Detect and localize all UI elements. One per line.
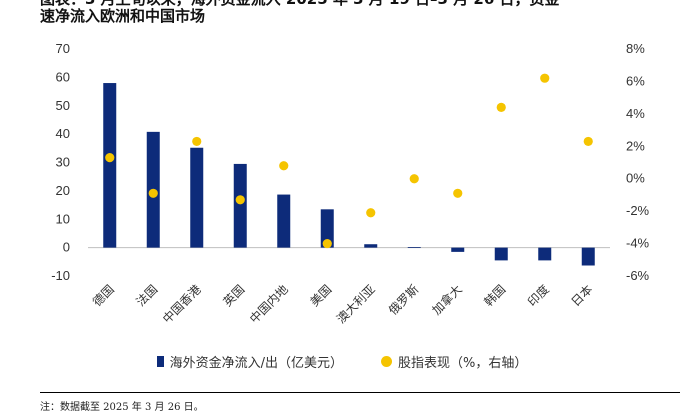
right-tick-label: -2%: [626, 203, 650, 218]
left-tick-label: 50: [56, 98, 70, 113]
category-label-4: 中国内地: [246, 282, 291, 327]
right-tick-label: 8%: [626, 41, 645, 56]
bar-10: [538, 247, 552, 261]
legend-dot-swatch: [381, 356, 393, 367]
category-label-10: 印度: [524, 282, 552, 310]
legend-dot-label: 股指表现（%，右轴）: [398, 356, 528, 371]
chart-title-line-1: 图表：3 月上旬以来，海外资金流入 2025 年 3 月 19 日–3 月 26…: [40, 0, 680, 9]
chart-title-line-2: 速净流入欧洲和中国市场: [40, 7, 206, 25]
right-axis-ticks: -6% -4% -2% 0% 2% 4% 6% 8%: [626, 41, 650, 283]
bar-5: [320, 209, 334, 248]
left-tick-label: 70: [56, 41, 70, 56]
dot-1: [148, 188, 158, 198]
right-tick-label: -6%: [626, 268, 650, 283]
dot-2: [192, 136, 202, 147]
left-tick-label: -10: [51, 268, 70, 283]
category-label-6: 澳大利亚: [334, 282, 378, 326]
dot-0: [105, 153, 115, 163]
bar-8: [451, 247, 465, 252]
bar-2: [190, 147, 204, 248]
bar-7: [407, 247, 421, 248]
right-tick-label: 4%: [626, 106, 645, 121]
category-label-0: 德国: [89, 282, 117, 310]
category-label-11: 日本: [568, 282, 595, 309]
dot-4: [279, 161, 289, 171]
category-label-7: 俄罗斯: [386, 282, 421, 317]
legend-item-index-return: 股指表现（%，右轴）: [381, 352, 527, 371]
left-tick-label: 60: [56, 69, 70, 84]
bar-6: [364, 244, 378, 248]
category-label-1: 法国: [133, 282, 160, 309]
bar-9: [494, 247, 508, 261]
right-tick-label: -4%: [626, 236, 650, 251]
category-label-5: 美国: [307, 282, 334, 309]
dot-3: [235, 195, 245, 205]
dot-series: [105, 73, 593, 249]
category-labels: 德国 法国 中国香港 英国 中国内地 美国 澳大利亚 俄罗斯 加拿大 韩国 印度 日本: [89, 282, 595, 327]
category-label-2: 中国香港: [159, 282, 204, 327]
bar-11: [581, 247, 595, 266]
footer-rule: [40, 392, 680, 393]
source-note: 注：数据截至 2025 年 3 月 26 日。: [40, 402, 204, 413]
bar-4: [277, 194, 291, 248]
category-label-8: 加拿大: [429, 282, 465, 318]
left-tick-label: 20: [56, 183, 70, 198]
dot-11: [583, 136, 593, 147]
dot-8: [453, 188, 463, 198]
left-tick-label: 0: [63, 240, 70, 255]
legend-item-fund-flow: 海外资金净流入/出（亿美元）: [156, 352, 344, 371]
right-tick-label: 2%: [626, 138, 645, 153]
legend-bar-swatch: [156, 356, 164, 367]
bar-0: [103, 83, 117, 248]
category-label-3: 英国: [220, 282, 247, 309]
bar-3: [233, 163, 247, 248]
left-tick-label: 40: [56, 126, 70, 141]
legend-bar-label: 海外资金净流入/出（亿美元）: [169, 356, 344, 371]
right-tick-label: 6%: [626, 73, 645, 88]
dot-7: [409, 174, 419, 184]
left-tick-label: 10: [56, 211, 70, 226]
dot-10: [540, 73, 550, 83]
left-tick-label: 30: [56, 155, 70, 170]
left-axis-ticks: -10 0 10 20 30 40 50 60 70: [51, 41, 70, 283]
combo-chart: -10 0 10 20 30 40 50 60 70 -6% -4% -2% 0% 2% 4% 6% 8% 德…: [51, 41, 650, 327]
category-label-9: 韩国: [481, 282, 509, 310]
bar-series: [103, 83, 595, 266]
legend: 海外资金净流入/出（亿美元） 股指表现（%，右轴）: [0, 352, 684, 371]
dot-5: [322, 238, 332, 249]
dot-6: [366, 208, 376, 218]
dot-9: [496, 102, 506, 112]
right-tick-label: 0%: [626, 171, 645, 186]
